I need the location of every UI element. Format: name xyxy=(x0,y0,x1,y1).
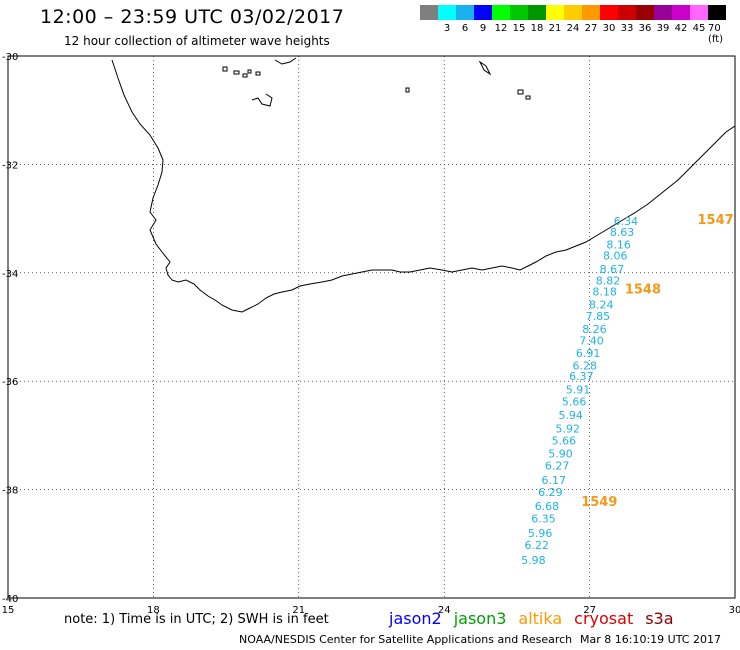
grid-lines xyxy=(8,56,735,598)
legend-swatch xyxy=(618,5,636,20)
lon-label: 27 xyxy=(583,605,596,616)
swh-value: 6.37 xyxy=(569,370,594,383)
swh-value: 8.26 xyxy=(582,323,607,336)
satellite-altika: altika xyxy=(518,609,563,628)
swh-value: 6.35 xyxy=(531,513,556,526)
swh-value: 5.92 xyxy=(556,423,581,436)
legend-swatch xyxy=(672,5,690,20)
swh-value: 6.22 xyxy=(525,539,550,552)
legend-label: 21 xyxy=(548,23,562,34)
legend-label: 45 xyxy=(692,23,706,34)
legend-label: 70 (ft) xyxy=(708,23,724,45)
swh-value: 8.18 xyxy=(592,286,617,299)
legend-label: 9 xyxy=(479,23,487,34)
swh-value: 6.91 xyxy=(576,347,601,360)
swh-value: 8.63 xyxy=(610,226,635,239)
swh-track: 6.348.638.168.068.678.828.188.247.858.26… xyxy=(521,215,638,567)
legend-label: 18 xyxy=(530,23,544,34)
lon-label: 30 xyxy=(729,605,740,616)
map-frame xyxy=(7,55,736,599)
pass-number: 1548 xyxy=(625,282,661,297)
legend-swatch xyxy=(438,5,456,20)
coastline xyxy=(111,59,736,313)
legend-swatch xyxy=(492,5,510,20)
legend-swatch xyxy=(690,5,708,20)
satellite-cryosat: cryosat xyxy=(574,609,634,628)
satellite-legend: jason2 jason3 altika cryosat s3a xyxy=(389,609,686,628)
swh-value: 5.96 xyxy=(528,527,553,540)
swh-value: 5.94 xyxy=(558,409,583,422)
swh-value: 5.66 xyxy=(562,396,587,409)
swh-value: 6.34 xyxy=(614,215,639,228)
satellite-jason2: jason2 xyxy=(389,609,442,628)
swh-value: 6.28 xyxy=(573,359,598,372)
swh-value: 5.66 xyxy=(552,435,577,448)
pass-number: 1547 xyxy=(698,213,734,228)
legend-label: 3 xyxy=(443,23,451,34)
lat-label: -36 xyxy=(2,377,18,388)
swh-value: 6.17 xyxy=(541,474,566,487)
legend-swatch xyxy=(456,5,474,20)
legend-swatch xyxy=(546,5,564,20)
legend-label: 15 xyxy=(512,23,526,34)
swh-value: 6.27 xyxy=(545,460,570,473)
generation-timestamp: Mar 8 16:10:19 UTC 2017 xyxy=(580,633,721,646)
swh-value: 8.16 xyxy=(606,238,631,251)
lat-label: -40 xyxy=(2,594,18,605)
swh-value: 6.29 xyxy=(538,486,563,499)
swh-value: 8.82 xyxy=(596,275,621,288)
footer-note: note: 1) Time is in UTC; 2) SWH is in fe… xyxy=(64,612,329,627)
swh-value: 5.91 xyxy=(566,384,591,397)
map-subtitle: 12 hour collection of altimeter wave hei… xyxy=(64,34,330,48)
lat-label: -32 xyxy=(2,160,18,171)
legend-color-bar xyxy=(420,5,738,20)
pass-number: 1549 xyxy=(581,495,617,510)
legend-label: 30 xyxy=(602,23,616,34)
legend-swatch xyxy=(510,5,528,20)
lat-label: -34 xyxy=(2,269,18,280)
satellite-jason3: jason3 xyxy=(453,609,507,628)
credit-line: NOAA/NESDIS Center for Satellite Applica… xyxy=(239,633,573,646)
legend-label: 27 xyxy=(584,23,598,34)
pass-labels: 1547 1548 1549 xyxy=(581,213,734,510)
legend-swatch xyxy=(654,5,672,20)
lat-label: -30 xyxy=(2,52,18,63)
legend-swatch xyxy=(600,5,618,20)
legend-label: 6 xyxy=(461,23,469,34)
swh-value: 5.98 xyxy=(521,554,546,567)
lon-label: 18 xyxy=(147,605,160,616)
legend-swatch xyxy=(636,5,654,20)
legend-swatch xyxy=(420,5,438,20)
wave-height-legend: 3 6 9 12 15 18 21 24 27 30 33 36 39 42 45 70 (ft) xyxy=(420,5,738,45)
legend-swatch xyxy=(708,5,726,20)
swh-value: 7.40 xyxy=(579,334,604,347)
lon-label: 21 xyxy=(292,605,305,616)
legend-label: 12 xyxy=(494,23,508,34)
swh-value: 8.24 xyxy=(589,299,614,312)
swh-value: 8.67 xyxy=(600,263,625,276)
satellite-s3a: s3a xyxy=(645,609,674,628)
map-title: 12:00 – 23:59 UTC 03/02/2017 xyxy=(40,6,345,28)
lon-label: 24 xyxy=(438,605,451,616)
legend-swatch xyxy=(582,5,600,20)
legend-label: 24 xyxy=(566,23,580,34)
legend-label: 33 xyxy=(620,23,634,34)
legend-swatch xyxy=(528,5,546,20)
legend-label: 42 xyxy=(674,23,688,34)
legend-labels: 3 6 9 12 15 18 21 24 27 30 33 36 39 42 45 70 (ft) xyxy=(420,23,738,45)
lat-label: -38 xyxy=(2,486,18,497)
swh-value: 5.90 xyxy=(548,448,573,461)
legend-swatch xyxy=(564,5,582,20)
islands xyxy=(222,57,531,107)
swh-value: 8.06 xyxy=(603,249,628,262)
legend-label: 39 xyxy=(656,23,670,34)
swh-value: 6.68 xyxy=(535,500,560,513)
swh-value: 7.85 xyxy=(586,310,611,323)
lon-label: 15 xyxy=(2,605,15,616)
legend-label: 36 xyxy=(638,23,652,34)
legend-swatch xyxy=(474,5,492,20)
